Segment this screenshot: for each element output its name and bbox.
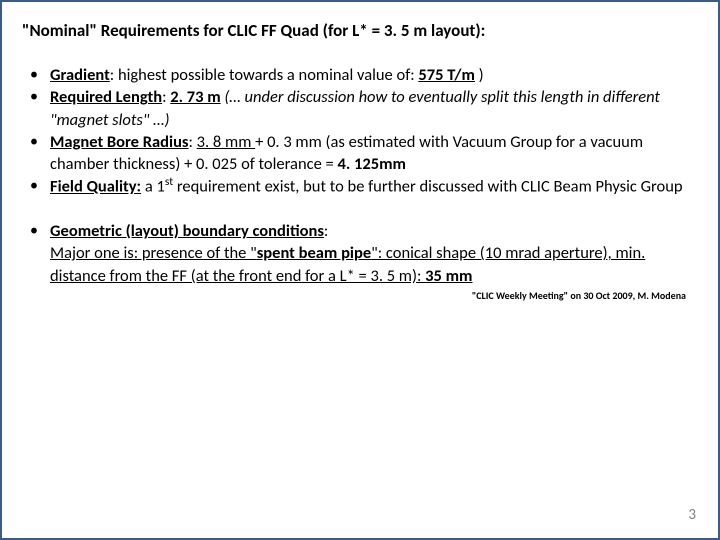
bullet-list: Gradient: highest possible towards a nom… [22,64,698,198]
bullet-list-2: Geometric (layout) boundary conditions: … [22,220,698,287]
total: 4. 125mm [337,154,405,174]
spacer [22,198,698,220]
label: Magnet Bore Radius [50,132,189,152]
label: Required Length [50,87,162,107]
sep: : [189,132,197,152]
value: 3. 8 mm [197,132,255,152]
colon: : [324,221,328,241]
text2: requirement exist, but to be further dis… [173,177,682,197]
bullet-gradient: Gradient: highest possible towards a nom… [22,64,698,86]
sup: st [165,175,173,189]
value: 575 T/m [418,65,475,85]
citation: "CLIC Weekly Meeting" on 30 Oct 2009, M.… [22,289,698,302]
text1: a 1 [141,177,165,197]
bullet-field-quality: Field Quality: a 1st requirement exist, … [22,175,698,198]
slide-title: "Nominal" Requirements for CLIC FF Quad … [22,20,698,42]
label: Geometric (layout) boundary conditions [50,221,324,241]
tail: ) [475,65,484,85]
bullet-geometric: Geometric (layout) boundary conditions: … [22,220,698,287]
label: Field Quality: [50,177,141,197]
slide-container: "Nominal" Requirements for CLIC FF Quad … [0,0,720,540]
line2a: Major one is: presence of the " [50,243,257,263]
value: 2. 73 m [170,87,220,107]
bullet-length: Required Length: 2. 73 m (… under discus… [22,86,698,131]
spent-beam: spent beam pipe [257,243,371,263]
bullet-bore-radius: Magnet Bore Radius: 3. 8 mm + 0. 3 mm (a… [22,131,698,176]
value: 35 mm [425,266,472,286]
page-number: 3 [688,506,696,524]
label: Gradient [50,65,110,85]
text: : highest possible towards a nominal val… [110,65,419,85]
